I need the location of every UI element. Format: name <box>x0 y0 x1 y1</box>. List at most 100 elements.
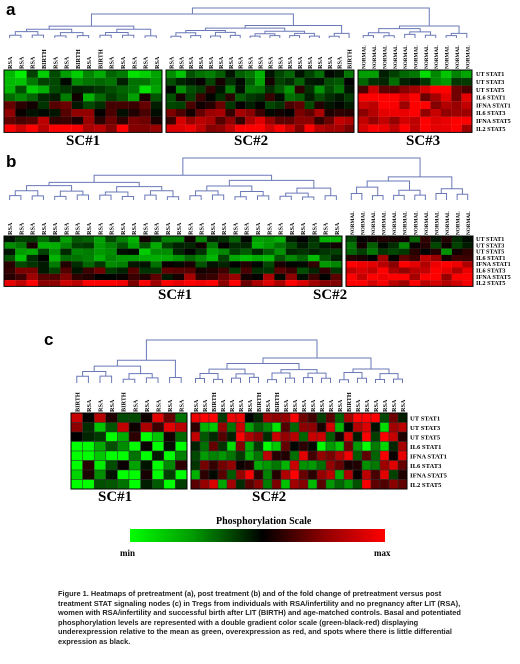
row-label: IFNA STAT1 <box>410 454 447 461</box>
heatmap-cell <box>15 248 27 255</box>
heatmap-cell <box>294 116 305 125</box>
dendrogram-branch <box>367 32 390 36</box>
heatmap-cell <box>215 93 226 102</box>
heatmap-cell <box>140 450 153 461</box>
heatmap-cell <box>251 242 264 249</box>
row-label: UT STAT3 <box>410 425 441 432</box>
heatmap-cell <box>285 248 298 255</box>
heatmap-cell <box>307 422 318 433</box>
heatmap-cell <box>150 254 162 262</box>
dendrogram-root-branch <box>90 13 294 27</box>
sample-label: RSA <box>337 56 344 69</box>
sample-label: RSA <box>30 222 37 235</box>
dendrogram-branch <box>122 378 136 383</box>
heatmap-cell <box>378 124 390 133</box>
heatmap-cell <box>398 248 410 255</box>
heatmap-cell <box>352 431 363 442</box>
heatmap-cell <box>370 431 381 442</box>
heatmap-cell <box>208 450 219 461</box>
heatmap-cell <box>175 441 188 452</box>
heatmap-cell <box>218 280 230 287</box>
heatmap-cell <box>245 101 256 110</box>
heatmap-cell <box>70 422 83 433</box>
dendrogram-branch <box>76 35 90 38</box>
heatmap-cell <box>15 124 27 133</box>
heatmap-cell <box>175 77 186 86</box>
heatmap-cell <box>175 93 186 102</box>
row-label: IL6 STAT1 <box>410 444 441 451</box>
heatmap-cell <box>185 116 196 125</box>
sample-label: RSA <box>221 222 228 235</box>
heatmap-cell <box>225 116 236 125</box>
heatmap-cell <box>298 479 309 490</box>
sample-label: RSA <box>391 399 398 412</box>
heatmap-cell <box>60 273 72 281</box>
heatmap-cell <box>284 101 295 110</box>
sample-label: RSA <box>220 399 227 412</box>
heatmap-cell <box>461 77 473 86</box>
heatmap-cell <box>274 261 286 268</box>
heatmap-cell <box>251 267 264 274</box>
sample-label: BIRTH <box>211 392 218 412</box>
heatmap-cell <box>70 431 83 442</box>
sample-label: RSA <box>167 399 174 412</box>
heatmap-cell <box>334 479 345 490</box>
heatmap-cell <box>389 77 400 86</box>
heatmap-cell <box>226 441 237 452</box>
heatmap-cell <box>206 242 219 249</box>
dendrogram-branch <box>199 372 219 380</box>
heatmap-cell <box>150 101 163 110</box>
heatmap-cell <box>226 479 237 490</box>
dendrogram-branch <box>296 187 332 196</box>
heatmap-cell <box>262 441 273 452</box>
heatmap-cell <box>218 242 230 249</box>
heatmap-cell <box>184 280 196 287</box>
heatmap-cell <box>128 109 140 117</box>
heatmap-cell <box>71 267 83 274</box>
heatmap-cell <box>215 116 226 125</box>
row-label: IFNA STAT5 <box>410 473 448 480</box>
heatmap-cell <box>367 267 378 274</box>
heatmap-cell <box>409 116 421 125</box>
heatmap-cell <box>251 254 264 262</box>
dendrogram-branch <box>144 35 157 38</box>
heatmap-cell <box>185 70 196 78</box>
heatmap-cell <box>264 85 275 94</box>
heatmap-cell <box>70 469 83 480</box>
heatmap-cell <box>26 124 38 133</box>
heatmap-cell <box>70 450 83 461</box>
heatmap-cell <box>368 124 379 133</box>
heatmap-cell <box>368 85 379 94</box>
heatmap-cell <box>430 85 442 94</box>
row-label: IL2 STAT5 <box>476 126 506 133</box>
heatmap-cell <box>229 267 241 274</box>
sample-label: NORMAL <box>445 211 451 235</box>
dendrogram-branch <box>189 195 202 200</box>
heatmap-cell <box>205 109 216 117</box>
heatmap-cell <box>208 479 219 490</box>
heatmap-cell <box>127 248 140 255</box>
heatmap-cell <box>430 267 442 274</box>
heatmap-cell <box>307 450 318 461</box>
row-label: UT STAT3 <box>476 242 504 249</box>
heatmap-cell <box>94 93 106 102</box>
heatmap-cell <box>4 273 16 281</box>
heatmap-cell <box>440 93 452 102</box>
heatmap-cell <box>218 267 230 274</box>
heatmap-cell <box>37 85 50 94</box>
heatmap-cell <box>195 124 206 133</box>
heatmap-cell <box>377 273 389 281</box>
sample-label: NORMAL <box>392 211 398 235</box>
heatmap-cell <box>175 116 186 125</box>
heatmap-cell <box>330 254 343 262</box>
heatmap-cell <box>255 85 266 94</box>
heatmap-cell <box>150 280 162 287</box>
heatmap-cell <box>352 422 363 433</box>
heatmap-cell <box>294 85 305 94</box>
sample-label: NORMAL <box>456 211 462 235</box>
dendrogram-branch <box>190 35 202 38</box>
heatmap-cell <box>307 431 318 442</box>
heatmap-cell <box>244 431 255 442</box>
heatmap-cell <box>190 431 201 442</box>
heatmap-cell <box>271 422 282 433</box>
